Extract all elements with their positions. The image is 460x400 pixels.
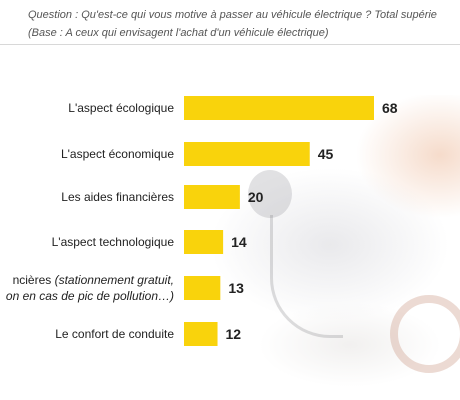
category-label-2: L'aspect économique (61, 147, 174, 161)
bar-6 (184, 322, 218, 346)
bar-2 (184, 142, 310, 166)
base-text: (Base : A ceux qui envisagent l'achat d'… (28, 27, 329, 39)
value-label-2: 45 (318, 146, 334, 162)
category-label-4: L'aspect technologique (52, 235, 175, 249)
question-text: Question : Qu'est-ce qui vous motive à p… (28, 9, 437, 21)
bar-1 (184, 96, 374, 120)
value-label-5: 13 (228, 280, 244, 296)
category-label-5: ncières (stationnement gratuit, on en cas… (6, 273, 174, 303)
value-label-6: 12 (226, 326, 242, 342)
wheel-icon (390, 295, 460, 373)
bar-4 (184, 230, 224, 254)
charging-plug-icon (248, 170, 292, 218)
bar-5 (184, 276, 221, 300)
category-label-1: L'aspect écologique (68, 101, 174, 115)
value-label-3: 20 (248, 189, 264, 205)
divider (0, 44, 460, 45)
value-label-1: 68 (382, 100, 398, 116)
category-label-3: Les aides financières (61, 190, 174, 204)
category-label-6: Le confort de conduite (55, 327, 174, 341)
bar-3 (184, 185, 240, 209)
value-label-4: 14 (231, 234, 247, 250)
